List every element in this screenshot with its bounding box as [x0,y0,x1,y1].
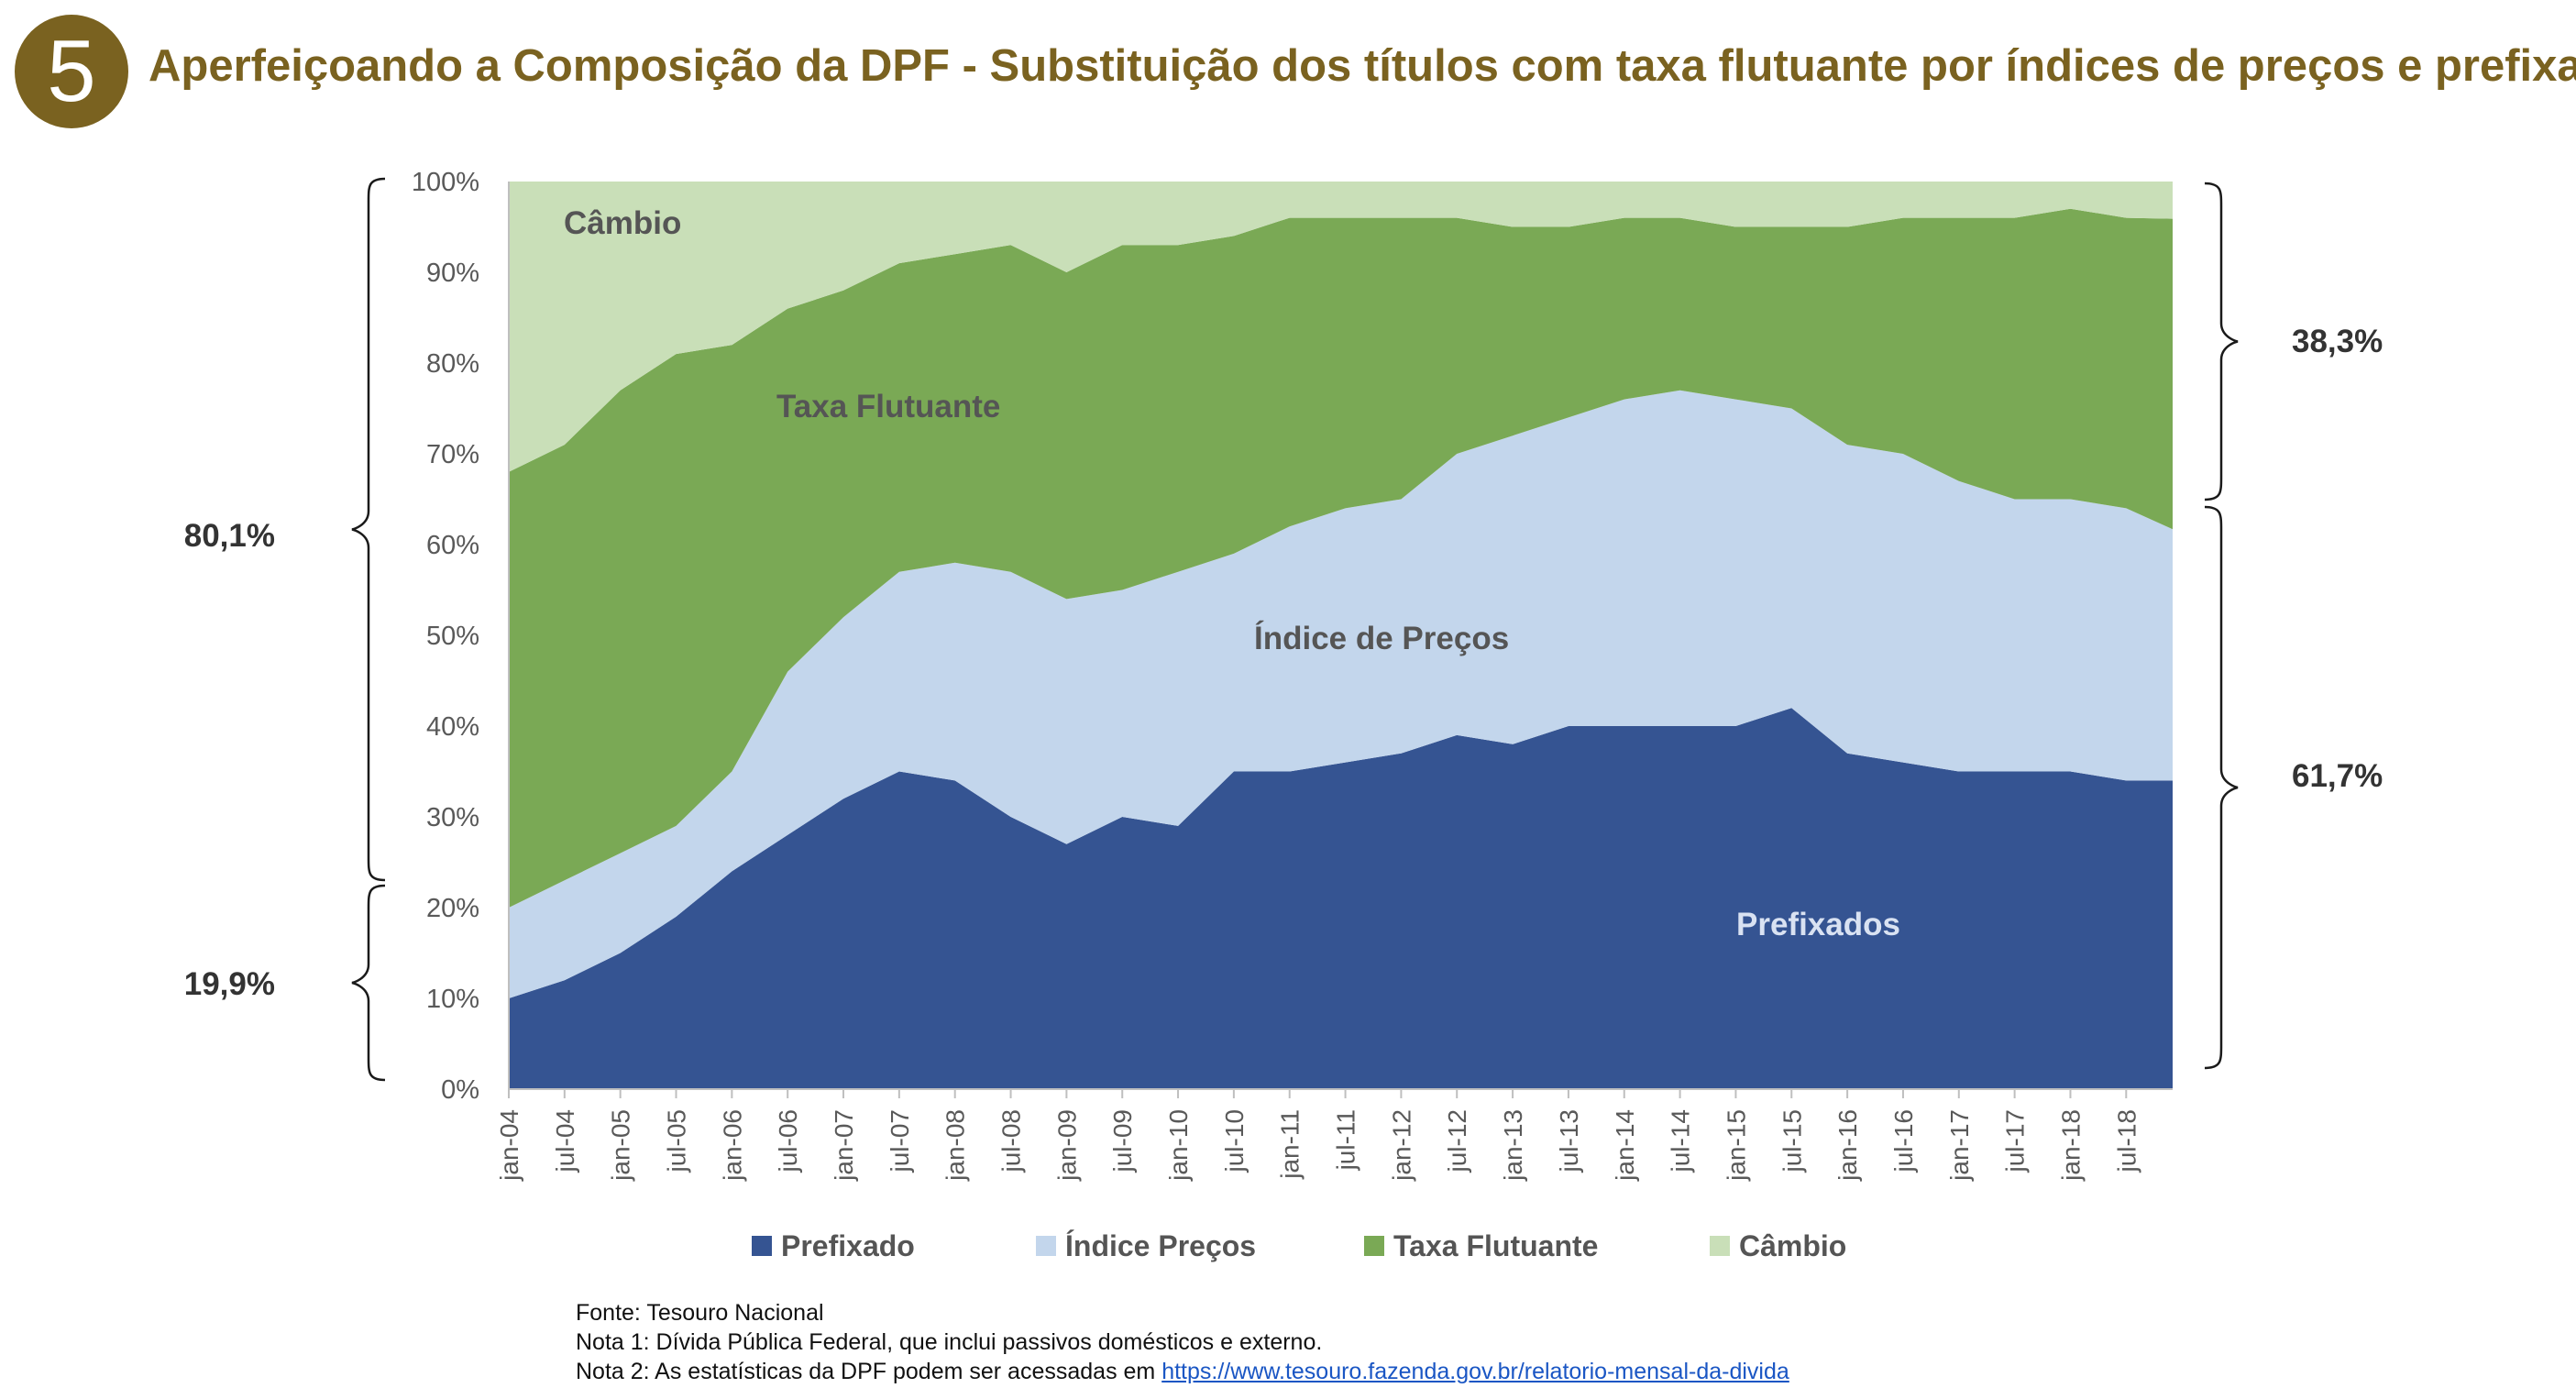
series-label-indice: Índice de Preços [1254,620,1509,656]
bracket-left-top [351,177,386,882]
chart-areas [509,182,2173,1089]
x-tick-label: jan-04 [495,1109,523,1182]
y-tick-label: 10% [426,985,479,1014]
bracket-value-left-top: 80,1% [184,518,275,554]
y-tick-label: 0% [441,1075,479,1105]
x-tick-label: jan-08 [941,1109,970,1182]
x-tick-label: jul-14 [1667,1109,1695,1173]
bracket-right-top [2204,182,2239,501]
series-label-prefixado: Prefixados [1736,907,1900,942]
x-tick-label: jul-18 [2112,1109,2141,1173]
area-c-mbio [509,182,2173,472]
legend-label: Câmbio [1739,1229,1846,1262]
bracket-value-left-bottom: 19,9% [184,966,275,1002]
area-prefixado [509,708,2173,1089]
x-tick-label: jan-12 [1387,1109,1415,1182]
x-tick-label: jul-09 [1108,1109,1137,1173]
bracket-value-right-bottom: 61,7% [2292,758,2383,794]
note-2-link[interactable]: https://www.tesouro.fazenda.gov.br/relat… [1161,1359,1789,1384]
y-tick-label: 30% [426,803,479,832]
x-tick-label: jan-05 [607,1109,635,1182]
series-label-cambio: Câmbio [564,205,681,241]
brackets: 80,1% 19,9% 38,3% 61,7% [184,177,2383,1082]
bracket-left-bottom [351,884,386,1082]
x-tick-label: jul-07 [886,1109,914,1173]
note-1: Nota 1: Dívida Pública Federal, que incl… [576,1329,1323,1355]
x-tick-label: jan-13 [1499,1109,1527,1182]
x-tick-label: jan-09 [1052,1109,1081,1182]
area--ndice-pre-os [509,390,2173,998]
x-tick-label: jan-17 [1945,1109,1974,1182]
source-note: Fonte: Tesouro Nacional [576,1300,824,1326]
x-tick-label: jul-08 [997,1109,1026,1173]
x-tick-label: jul-05 [663,1109,691,1173]
x-tick-label: jul-13 [1555,1109,1583,1173]
x-tick-label: jul-11 [1332,1109,1360,1171]
y-tick-label: 60% [426,531,479,560]
area-taxa-flutuante [509,208,2173,908]
x-tick-label: jan-16 [1833,1109,1862,1182]
page-title: Aperfeiçoando a Composição da DPF - Subs… [149,41,2576,91]
y-tick-label: 100% [412,168,479,197]
y-tick-label: 20% [426,894,479,923]
y-tick-label: 70% [426,440,479,469]
x-tick-label: jul-06 [774,1109,802,1173]
x-tick-label: jan-15 [1722,1109,1750,1182]
y-tick-label: 90% [426,259,479,288]
bracket-right-bottom [2204,505,2239,1070]
x-tick-label: jul-15 [1778,1109,1806,1173]
x-tick-label: jul-12 [1443,1109,1471,1173]
series-labels: Câmbio Taxa Flutuante Índice de Preços Pref… [564,205,1900,942]
series-label-flutuante: Taxa Flutuante [776,389,1000,424]
legend: Prefixado Índice Preços Taxa Flutuante Câmb… [752,1229,1846,1262]
legend-label: Índice Preços [1065,1229,1256,1262]
x-tick-label: jan-07 [830,1109,858,1182]
note-2-text: Nota 2: As estatísticas da DPF podem ser… [576,1359,1162,1384]
footnotes: Fonte: Tesouro Nacional Nota 1: Dívida P… [576,1298,2042,1386]
stacked-area-chart: 0% 10% 20% 30% 40% 50% 60% 70% 80% 90% 100% jan-04… [184,168,2383,1262]
y-tick-label: 40% [426,712,479,742]
x-tick-label: jul-10 [1220,1109,1249,1173]
legend-swatch [1036,1236,1056,1256]
legend-swatch [1710,1236,1730,1256]
slide-number-badge: 5 [15,15,128,128]
note-2: Nota 2: As estatísticas da DPF podem ser… [576,1357,2042,1386]
legend-swatch [1364,1236,1384,1256]
y-tick-label: 50% [426,622,479,651]
x-tick-label: jul-04 [551,1109,579,1173]
x-axis: jan-04 jul-04 jan-05 jul-05 jan-06 jul-06 jan-… [495,1088,2173,1182]
legend-label: Prefixado [781,1229,915,1262]
legend-swatch [752,1236,772,1256]
bracket-value-right-top: 38,3% [2292,324,2383,359]
x-tick-label: jul-17 [2001,1109,2030,1173]
x-tick-label: jan-14 [1611,1109,1639,1182]
x-tick-label: jul-16 [1889,1109,1918,1173]
x-tick-label: jan-10 [1164,1109,1193,1182]
y-axis: 0% 10% 20% 30% 40% 50% 60% 70% 80% 90% 100% [412,168,510,1105]
x-tick-label: jan-06 [718,1109,746,1182]
x-tick-label: jan-18 [2056,1109,2085,1182]
y-tick-label: 80% [426,349,479,379]
x-tick-label: jan-11 [1276,1109,1305,1180]
legend-label: Taxa Flutuante [1393,1229,1598,1262]
